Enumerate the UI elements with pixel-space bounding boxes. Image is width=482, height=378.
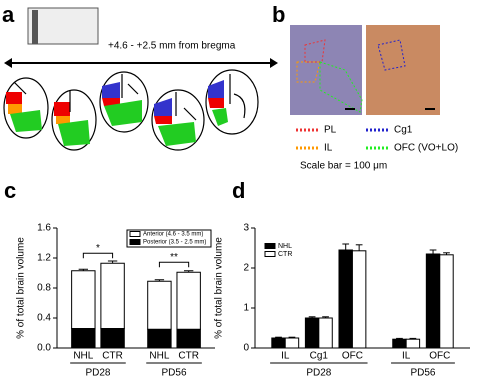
legend-swatch (264, 251, 276, 257)
y-tick-label: 0 (243, 343, 249, 354)
scale-note: Scale bar = 100 μm (300, 161, 387, 172)
legend-label: Anterior (4.6 - 3.5 mm) (143, 232, 203, 238)
section-marker (32, 10, 38, 44)
bar-segment (147, 280, 172, 330)
panel-label: d (232, 178, 245, 203)
legend-label: NHL (278, 243, 292, 250)
bar (425, 253, 441, 349)
legend-swatch (129, 239, 141, 245)
bar (284, 337, 300, 349)
bar (304, 317, 320, 349)
bar (439, 254, 454, 349)
bar (351, 250, 367, 349)
bar-segment (147, 328, 172, 349)
y-tick-label: 0.8 (37, 283, 51, 294)
brain-sections (3, 69, 259, 151)
panel-label: b (272, 2, 285, 27)
y-tick-label: 1.6 (37, 223, 51, 234)
legend-swatch (264, 243, 276, 249)
x-tick-label: Cg1 (310, 351, 329, 362)
significance-bracket (82, 252, 114, 259)
x-tick-label: CTR (178, 351, 199, 362)
sagittal-brain (27, 7, 99, 45)
section (51, 89, 97, 151)
arrow-head (270, 58, 278, 68)
bar-segment (100, 328, 125, 349)
legend-label: Posterior (3.5 - 2.5 mm) (143, 240, 206, 246)
bar (271, 337, 286, 349)
y-tick-label: 0.0 (37, 343, 51, 354)
section (151, 89, 205, 151)
outline (296, 61, 321, 83)
legend-box (126, 229, 212, 248)
group-label: PD28 (85, 368, 110, 378)
scale-bar (345, 108, 355, 110)
x-tick-label: OFC (342, 351, 363, 362)
bar (405, 338, 421, 349)
legend-label: CTR (278, 251, 292, 258)
x-tick-label: IL (281, 351, 290, 362)
y-tick-label: 2 (243, 263, 249, 274)
panel-label: c (4, 178, 16, 203)
section (99, 71, 149, 133)
x-tick-label: OFC (429, 351, 450, 362)
y-axis-label: % of total brain volume (16, 237, 27, 339)
significance-mark: * (96, 243, 100, 254)
significance-mark: ** (170, 252, 178, 263)
group-label: PD56 (162, 368, 187, 378)
legend-swatch (129, 231, 141, 237)
section (3, 77, 49, 139)
bar-segment (100, 262, 125, 329)
y-tick-label: 1.2 (37, 253, 51, 264)
bar (338, 249, 353, 349)
y-axis-label: % of total brain volume (214, 237, 225, 339)
y-tick-label: 0.4 (37, 313, 51, 324)
legend-label: IL (324, 143, 333, 154)
bar-segment (71, 328, 96, 349)
caption: +4.6 - +2.5 mm from bregma (108, 41, 236, 52)
group-label: PD56 (410, 368, 435, 378)
x-tick-label: IL (402, 351, 411, 362)
scale-bar (425, 108, 435, 110)
x-tick-label: NHL (73, 351, 93, 362)
group-label: PD28 (306, 368, 331, 378)
significance-bracket (158, 261, 190, 268)
y-tick-label: 1 (243, 303, 249, 314)
outline (304, 39, 326, 63)
bar (318, 317, 333, 349)
bar (392, 338, 407, 349)
outline (377, 39, 406, 71)
outline (319, 61, 363, 113)
y-tick-label: 3 (243, 223, 249, 234)
arrow-head (4, 58, 12, 68)
bar-segment (71, 270, 96, 329)
micrograph (366, 25, 440, 115)
legend-label: Cg1 (394, 125, 413, 136)
section (205, 69, 259, 135)
x-tick-label: NHL (149, 351, 169, 362)
x-tick-label: CTR (102, 351, 123, 362)
legend-label: OFC (VO+LO) (394, 143, 458, 154)
legend-label: PL (324, 125, 337, 136)
micrograph (290, 25, 362, 115)
panel-label: a (2, 2, 15, 27)
bar-segment (176, 271, 201, 330)
bar-segment (176, 328, 201, 349)
